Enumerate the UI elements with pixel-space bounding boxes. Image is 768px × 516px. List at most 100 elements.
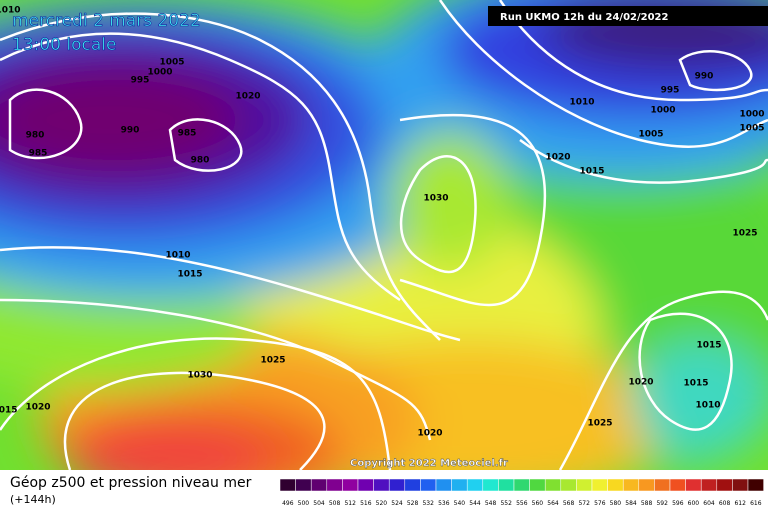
isobar-label: 1010 [165,251,190,261]
scale-label: 524 [391,500,403,507]
scale-swatch [482,478,499,492]
scale-label: 528 [407,500,419,507]
scale-swatch [466,478,484,492]
scale-swatch [622,478,640,492]
scale-label: 584 [625,500,637,507]
scale-swatch [435,478,452,492]
scale-swatch [560,478,577,492]
isobar-label: 980 [191,156,210,166]
isobar-label: 990 [121,126,140,136]
isobar-label: 1010 [695,401,720,411]
scale-swatch [685,478,702,492]
scale-label: 548 [485,500,497,507]
scale-label: 556 [516,500,528,507]
scale-swatch [342,478,359,492]
isobar-label: 1015 [579,167,604,177]
isobars [0,0,768,470]
scale-label: 536 [438,500,450,507]
scale-swatch [669,478,686,492]
scale-label: 516 [360,500,372,507]
isobar-label: 1015 [696,341,721,351]
isobar-label: 1015 [683,379,708,389]
isobar-label: 1005 [638,130,663,140]
scale-label: 592 [656,500,668,507]
scale-swatch [529,478,546,492]
isobar-label: 1000 [739,110,764,120]
isobar-label: 1020 [545,153,570,163]
scale-label: 568 [563,500,575,507]
isobar-label: 985 [29,149,48,159]
scale-label: 612 [734,500,746,507]
scale-swatch [700,478,718,492]
isobar-label: 1020 [417,429,442,439]
scale-swatch [388,478,406,492]
scale-label: 572 [578,500,590,507]
scale-label: 560 [532,500,544,507]
isobar-label: 1030 [187,371,212,381]
isobar-label: 1020 [235,92,260,102]
scale-swatch [513,478,530,492]
isobar-label: 995 [131,76,150,86]
scale-swatch [576,478,593,492]
scale-label: 596 [672,500,684,507]
isobar-label: 1000 [147,68,172,78]
isobar-label: 1010 [0,6,21,16]
isobar-label: 1010 [569,98,594,108]
scale-label: 500 [298,500,310,507]
footer-title: Géop z500 et pression niveau mer [10,475,252,491]
scale-label: 520 [376,500,388,507]
scale-swatch [498,478,515,492]
scale-swatch [451,478,468,492]
isobar-label: 1020 [628,378,653,388]
scale-swatch [638,478,655,492]
scale-label: 540 [454,500,466,507]
time-label: 13:00 locale [12,35,116,55]
isobar-label: 995 [661,86,680,96]
isobar-label: 1005 [739,124,764,134]
scale-swatch [279,478,296,492]
scale-label: 604 [703,500,715,507]
scale-label: 564 [547,500,559,507]
scale-label: 588 [641,500,653,507]
isobar-label: 1015 [177,270,202,280]
scale-swatch [404,478,421,492]
isobar-label: 980 [26,131,45,141]
footer-lead: (+144h) [10,493,56,506]
isobar-label: 985 [178,129,197,139]
scale-swatch [654,478,671,492]
isobar-label: 1025 [587,419,612,429]
scale-swatch [747,478,764,492]
scale-label: 600 [688,500,700,507]
scale-label: 508 [329,500,341,507]
isobar-label: 990 [695,72,714,82]
scale-label: 580 [610,500,622,507]
isobar-labels: 1010100599510009809859909859801020103010… [0,6,765,439]
date-label: mercredi 2 mars 2022 [12,11,201,31]
scale-swatch [373,478,390,492]
copyright: Copyright 2022 Meteociel.fr [350,458,508,469]
isobar-label: 1015 [0,406,18,416]
scale-swatch [310,478,328,492]
scale-swatch [732,478,749,492]
run-label: Run UKMO 12h du 24/02/2022 [500,12,669,23]
isobar-label: 1000 [650,106,675,116]
isobar-label: 1025 [732,229,757,239]
isobar-label: 1005 [159,58,184,68]
scale-label: 544 [469,500,481,507]
scale-swatch [357,478,374,492]
scale-swatch [716,478,733,492]
scale-label: 496 [282,500,294,507]
scale-label: 608 [719,500,731,507]
isobar-label: 1030 [423,194,448,204]
scale-swatch [591,478,608,492]
color-scale: 496 500 504 508 512 516 520 524 528 532 536 540 544 5… [279,478,764,507]
scale-label: 504 [313,500,325,507]
run-box [488,6,768,26]
scale-swatch [544,478,562,492]
scale-label: 532 [422,500,434,507]
scale-swatch [607,478,624,492]
scale-swatch [326,478,343,492]
isobar-label: 1025 [260,356,285,366]
